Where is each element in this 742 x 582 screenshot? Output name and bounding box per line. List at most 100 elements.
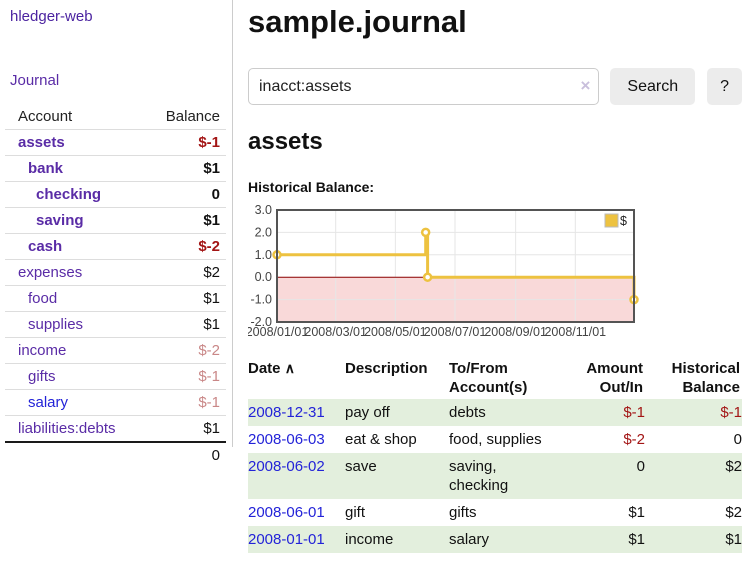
x-tick-label: 2008/03/01 <box>304 325 367 339</box>
journal-link[interactable]: Journal <box>10 72 60 89</box>
register-header-accounts: To/From Account(s) <box>449 357 568 399</box>
transaction-amount: $1 <box>628 531 645 548</box>
accounts-total-spacer <box>5 441 149 468</box>
register-header-date-label: Date <box>248 360 281 377</box>
account-row: assets $-1 <box>5 129 226 156</box>
main-content: sample.journal × Search ? assets Histori… <box>248 0 742 553</box>
register-header-amount-line1: Amount <box>586 360 643 377</box>
account-link-bank[interactable]: bank <box>28 160 64 177</box>
account-balance: $1 <box>148 311 226 338</box>
y-tick-label: 1.0 <box>255 248 272 262</box>
account-link-income[interactable]: income <box>18 342 67 359</box>
account-balance: $1 <box>148 155 226 182</box>
account-row: salary $-1 <box>5 389 226 416</box>
search-input[interactable] <box>248 68 600 105</box>
clear-search-icon[interactable]: × <box>580 76 591 95</box>
account-link-saving[interactable]: saving <box>36 212 84 229</box>
search-button[interactable]: Search <box>610 68 696 105</box>
chart-label: Historical Balance: <box>248 179 375 195</box>
register-header-balance: Historical Balance <box>645 357 742 399</box>
transaction-date-cell: 2008-06-02 <box>248 453 345 499</box>
register-header-description: Description <box>345 360 428 377</box>
account-row: food $1 <box>5 285 226 312</box>
app-title-link[interactable]: hledger-web <box>10 8 93 25</box>
account-name-cell: liabilities:debts <box>5 415 149 443</box>
account-name-cell: cash <box>5 233 149 260</box>
account-row: gifts $-1 <box>5 363 226 390</box>
account-name-cell: salary <box>5 389 149 416</box>
register-header-amount: Amount Out/In <box>568 357 645 399</box>
transaction-accounts: gifts <box>449 504 477 521</box>
transaction-date-cell: 2008-01-01 <box>248 526 345 553</box>
account-name-cell: expenses <box>5 259 149 286</box>
x-tick-label: 2008/07/01 <box>424 325 487 339</box>
historical-balance-chart: 2008/01/012008/03/012008/05/012008/07/01… <box>248 203 639 339</box>
transaction-description: pay off <box>345 404 390 421</box>
account-link-supplies[interactable]: supplies <box>28 316 84 333</box>
account-balance: 0 <box>148 181 226 208</box>
help-button[interactable]: ? <box>707 68 742 105</box>
account-balance: $-1 <box>148 389 226 416</box>
page-title: sample.journal <box>248 4 467 39</box>
x-tick-label: 2008/05/01 <box>364 325 427 339</box>
account-balance: $-1 <box>148 363 226 390</box>
register-header-date[interactable]: Date ∧ <box>248 357 345 399</box>
x-tick-label: 2008/09/01 <box>484 325 547 339</box>
account-link-liabilities-debts[interactable]: liabilities:debts <box>18 420 116 437</box>
accounts-total-row: 0 <box>5 441 226 468</box>
search-form: × Search ? <box>248 68 742 105</box>
data-point-marker <box>420 227 431 238</box>
transaction-date-link[interactable]: 2008-01-01 <box>248 531 325 548</box>
register-header-accounts-line1: To/From <box>449 360 508 377</box>
account-balance: $1 <box>148 207 226 234</box>
transaction-date-link[interactable]: 2008-06-01 <box>248 504 325 521</box>
account-balance: $-2 <box>148 337 226 364</box>
account-heading: assets <box>248 128 323 155</box>
account-link-checking[interactable]: checking <box>36 186 102 203</box>
legend-swatch <box>604 213 619 228</box>
transaction-description: save <box>345 458 377 475</box>
transaction-balance: $2 <box>725 458 742 475</box>
x-tick-label: 2008/11/01 <box>544 325 606 339</box>
account-balance: $-1 <box>148 129 226 156</box>
transaction-date-link[interactable]: 2008-06-03 <box>248 431 325 448</box>
account-link-expenses[interactable]: expenses <box>18 264 83 281</box>
transaction-balance: 0 <box>733 431 742 448</box>
transaction-balance: $2 <box>725 504 742 521</box>
transaction-accounts: saving, checking <box>449 458 509 494</box>
account-link-gifts[interactable]: gifts <box>28 368 56 385</box>
account-balance: $2 <box>148 259 226 286</box>
register-header-amount-line2: Out/In <box>599 379 643 396</box>
y-tick-label: -2.0 <box>250 315 272 329</box>
transaction-date-link[interactable]: 2008-12-31 <box>248 404 325 421</box>
account-link-assets[interactable]: assets <box>18 134 65 151</box>
y-tick-label: -1.0 <box>250 293 272 307</box>
account-link-cash[interactable]: cash <box>28 238 63 255</box>
transaction-balance: $-1 <box>720 404 742 421</box>
transaction-accounts: food, supplies <box>449 431 542 448</box>
account-link-salary[interactable]: salary <box>28 394 69 411</box>
sort-ascending-icon: ∧ <box>284 360 295 376</box>
y-tick-label: 3.0 <box>255 203 272 217</box>
plot-border <box>276 209 635 323</box>
transaction-description: eat & shop <box>345 431 417 448</box>
transaction-accounts: debts <box>449 404 486 421</box>
account-link-food[interactable]: food <box>28 290 58 307</box>
search-box: × <box>248 68 600 105</box>
account-name-cell: income <box>5 337 149 364</box>
account-name-cell: bank <box>5 155 149 182</box>
account-row: cash $-2 <box>5 233 226 260</box>
account-name-cell: food <box>5 285 149 312</box>
account-row: liabilities:debts $1 <box>5 415 226 443</box>
transaction-date-link[interactable]: 2008-06-02 <box>248 458 325 475</box>
transaction-balance: $1 <box>725 531 742 548</box>
transaction-accounts: salary <box>449 531 490 548</box>
register-table: Date ∧ Description To/From Account(s) Am… <box>248 357 742 553</box>
register-header-row: Date ∧ Description To/From Account(s) Am… <box>248 357 742 399</box>
accounts-total-balance: 0 <box>148 441 226 468</box>
account-row: saving $1 <box>5 207 226 234</box>
transaction-date-cell: 2008-06-01 <box>248 499 345 526</box>
accounts-header-account: Account <box>5 104 149 130</box>
y-tick-label: 2.0 <box>255 225 272 239</box>
